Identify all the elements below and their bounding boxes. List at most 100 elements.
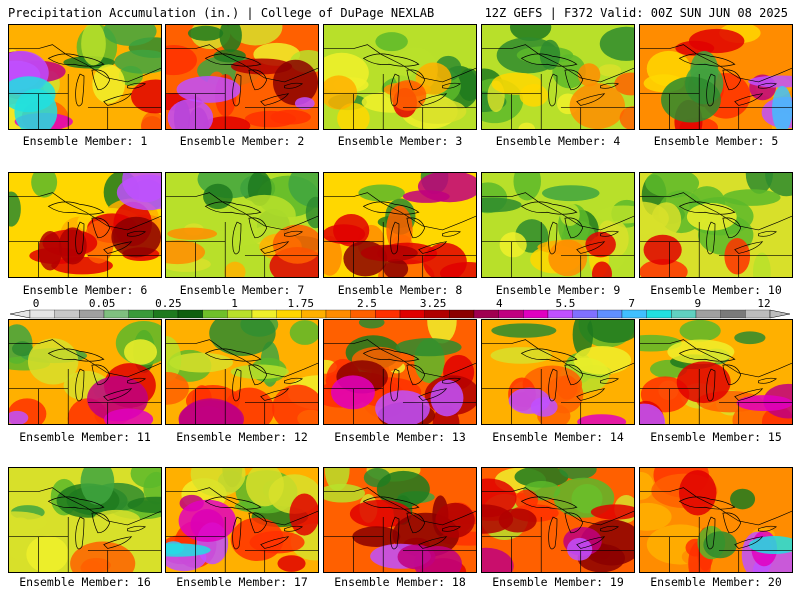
colorbar-swatch <box>54 309 80 319</box>
ensemble-member-caption: Ensemble Member: 11 <box>19 430 151 444</box>
colorbar-tick-label: 1.75 <box>287 297 314 310</box>
colorbar-swatch <box>720 309 746 319</box>
ensemble-member-caption: Ensemble Member: 3 <box>337 134 463 148</box>
ensemble-member-caption: Ensemble Member: 20 <box>650 575 782 589</box>
precipitation-map <box>9 173 161 277</box>
ensemble-map-panel <box>481 172 635 278</box>
precipitation-map <box>482 468 634 572</box>
colorbar-tick-label: 0 <box>32 297 40 310</box>
colorbar-swatch <box>301 309 327 319</box>
precipitation-map <box>9 468 161 572</box>
colorbar-tick-label: 4 <box>495 297 503 310</box>
colorbar-swatch <box>695 309 721 319</box>
ensemble-member-caption: Ensemble Member: 6 <box>22 283 148 297</box>
ensemble-map-panel <box>323 172 477 278</box>
colorbar-swatch <box>29 309 55 319</box>
colorbar-swatch <box>646 309 672 319</box>
ensemble-member-caption: Ensemble Member: 18 <box>334 575 466 589</box>
colorbar <box>10 309 790 319</box>
colorbar-tick-label: 0.25 <box>155 297 182 310</box>
ensemble-map-panel <box>8 467 162 573</box>
precipitation-map <box>640 468 792 572</box>
ensemble-map-panel <box>8 24 162 130</box>
ensemble-map-panel <box>323 24 477 130</box>
colorbar-tick-label: 9 <box>694 297 702 310</box>
precipitation-map <box>324 173 476 277</box>
colorbar-tick-label: 1 <box>231 297 238 310</box>
model-valid-time: 12Z GEFS | F372 Valid: 00Z SUN JUN 08 20… <box>484 6 788 20</box>
colorbar-swatch <box>79 309 105 319</box>
precipitation-map <box>9 320 161 424</box>
ensemble-map-panel <box>165 467 319 573</box>
colorbar-swatch <box>572 309 598 319</box>
precipitation-map <box>640 173 792 277</box>
ensemble-map-panel <box>8 319 162 425</box>
precipitation-map <box>482 173 634 277</box>
colorbar-swatch <box>621 309 647 319</box>
colorbar-swatch <box>523 309 549 319</box>
precipitation-map <box>324 468 476 572</box>
precipitation-map <box>324 320 476 424</box>
colorbar-tick-label: 7 <box>628 297 635 310</box>
ensemble-map-panel <box>639 24 793 130</box>
precipitation-map <box>482 25 634 129</box>
precipitation-map <box>640 320 792 424</box>
colorbar-swatch <box>498 309 524 319</box>
precipitation-map <box>166 468 318 572</box>
colorbar-swatch <box>325 309 351 319</box>
colorbar-swatch <box>177 309 203 319</box>
colorbar-swatch <box>350 309 376 319</box>
colorbar-swatch <box>745 309 771 319</box>
ensemble-member-caption: Ensemble Member: 9 <box>495 283 621 297</box>
precipitation-map <box>482 320 634 424</box>
precipitation-map <box>324 25 476 129</box>
ensemble-member-caption: Ensemble Member: 5 <box>653 134 779 148</box>
colorbar-swatch <box>547 309 573 319</box>
colorbar-swatch <box>153 309 179 319</box>
colorbar-swatch <box>276 309 302 319</box>
colorbar-swatch <box>375 309 401 319</box>
ensemble-map-panel <box>481 24 635 130</box>
ensemble-map-panel <box>323 319 477 425</box>
ensemble-member-caption: Ensemble Member: 2 <box>179 134 305 148</box>
ensemble-map-panel <box>481 319 635 425</box>
chart-title: Precipitation Accumulation (in.) | Colle… <box>8 6 435 20</box>
ensemble-member-caption: Ensemble Member: 14 <box>492 430 624 444</box>
ensemble-map-panel <box>8 172 162 278</box>
colorbar-tick-label: 0.05 <box>88 297 116 310</box>
ensemble-member-caption: Ensemble Member: 4 <box>495 134 621 148</box>
ensemble-member-caption: Ensemble Member: 10 <box>650 283 782 297</box>
ensemble-map-panel <box>323 467 477 573</box>
colorbar-swatch <box>473 309 499 319</box>
colorbar-tick-label: 3.25 <box>419 297 447 310</box>
colorbar-tick-label: 2.5 <box>356 297 377 310</box>
precipitation-map <box>640 25 792 129</box>
ensemble-map-panel <box>165 172 319 278</box>
colorbar-swatch <box>424 309 450 319</box>
colorbar-tick-label: 5.5 <box>555 297 576 310</box>
colorbar-swatch <box>128 309 154 319</box>
colorbar-swatch <box>449 309 475 319</box>
colorbar-tick-label: 12 <box>757 297 771 310</box>
ensemble-map-panel <box>481 467 635 573</box>
precipitation-map <box>166 173 318 277</box>
ensemble-member-caption: Ensemble Member: 13 <box>334 430 466 444</box>
colorbar-swatch <box>399 309 425 319</box>
precipitation-map <box>9 25 161 129</box>
ensemble-member-caption: Ensemble Member: 1 <box>22 134 148 148</box>
colorbar-swatch <box>103 309 129 319</box>
ensemble-member-caption: Ensemble Member: 15 <box>650 430 782 444</box>
ensemble-map-panel <box>165 24 319 130</box>
ensemble-member-caption: Ensemble Member: 12 <box>176 430 308 444</box>
colorbar-swatch <box>227 309 253 319</box>
ensemble-member-caption: Ensemble Member: 16 <box>19 575 151 589</box>
ensemble-map-panel <box>639 172 793 278</box>
ensemble-member-caption: Ensemble Member: 8 <box>337 283 463 297</box>
precipitation-map <box>166 25 318 129</box>
ensemble-map-panel <box>165 319 319 425</box>
ensemble-member-caption: Ensemble Member: 19 <box>492 575 624 589</box>
ensemble-member-caption: Ensemble Member: 17 <box>176 575 308 589</box>
colorbar-swatch <box>671 309 697 319</box>
colorbar-swatch <box>202 309 228 319</box>
